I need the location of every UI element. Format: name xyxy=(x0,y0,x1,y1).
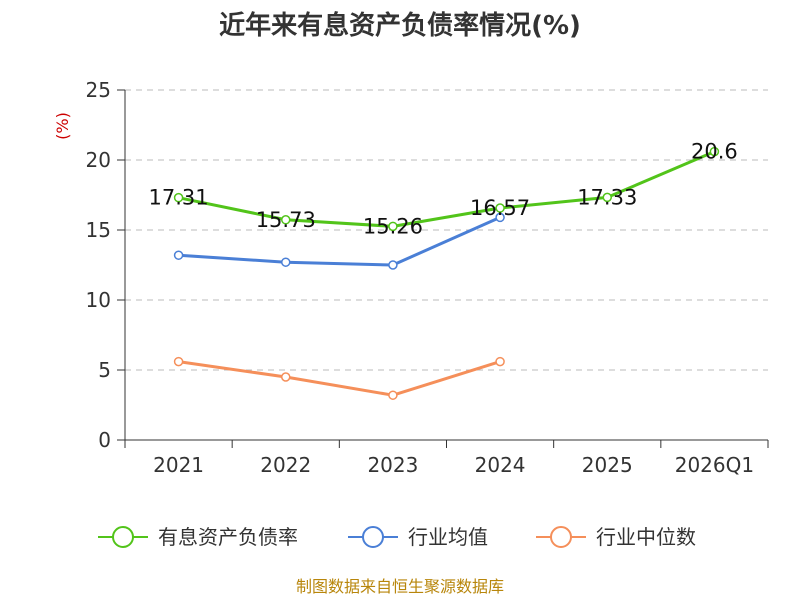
legend-swatch-marker xyxy=(550,526,572,548)
source-note: 制图数据来自恒生聚源数据库 xyxy=(296,577,504,596)
data-point xyxy=(281,215,291,225)
data-label: 20.6 xyxy=(691,140,738,164)
data-label: 17.31 xyxy=(149,186,209,210)
chart-title: 近年来有息资产负债率情况(%) xyxy=(219,10,581,41)
y-tick-label: 10 xyxy=(86,288,111,312)
x-tick-label: 2022 xyxy=(260,453,311,477)
gridlines xyxy=(125,89,768,371)
data-labels: 17.31 15.73 15.26 16.57 17.33 20.6 xyxy=(149,140,738,239)
data-point xyxy=(173,192,184,203)
data-point xyxy=(173,250,184,260)
data-label: 15.26 xyxy=(363,214,423,238)
data-point xyxy=(495,212,505,223)
data-point xyxy=(281,372,291,382)
y-tick-labels: 0 5 10 15 20 25 xyxy=(86,78,111,452)
x-tick-labels: 2021 2022 2023 2024 2025 2026Q1 xyxy=(153,453,754,477)
data-label: 15.73 xyxy=(256,208,316,232)
data-point xyxy=(173,356,184,367)
x-tick-label: 2024 xyxy=(475,453,526,477)
data-point xyxy=(281,257,291,267)
data-point xyxy=(602,192,612,203)
series-line xyxy=(178,150,716,228)
legend-label: 行业中位数 xyxy=(596,525,696,549)
legend-swatch-marker xyxy=(112,526,134,548)
data-point xyxy=(495,203,505,213)
x-tick-label: 2025 xyxy=(582,453,633,477)
data-point xyxy=(388,221,398,232)
data-point xyxy=(709,146,720,157)
data-point xyxy=(495,356,505,367)
data-label: 16.57 xyxy=(470,196,530,220)
y-tick-label: 15 xyxy=(86,218,111,242)
axes xyxy=(117,89,769,448)
y-tick-label: 0 xyxy=(98,428,111,452)
data-label: 17.33 xyxy=(577,185,637,209)
legend-label: 行业均值 xyxy=(408,525,488,549)
series-line xyxy=(178,360,501,397)
y-unit-label: (%) xyxy=(53,112,72,140)
legend-label: 有息资产负债率 xyxy=(158,525,298,549)
x-tick-label: 2026Q1 xyxy=(675,453,754,477)
x-tick-label: 2021 xyxy=(153,453,204,477)
legend-swatch-marker xyxy=(362,526,384,548)
legend: 有息资产负债率 行业均值 行业中位数 xyxy=(98,525,696,549)
y-tick-label: 25 xyxy=(86,78,111,102)
data-point xyxy=(388,390,398,400)
x-tick-label: 2023 xyxy=(367,453,418,477)
data-point xyxy=(388,260,398,270)
y-tick-label: 5 xyxy=(98,358,111,382)
y-tick-label: 20 xyxy=(86,148,111,172)
series-line xyxy=(178,216,501,267)
series-group xyxy=(173,146,720,400)
